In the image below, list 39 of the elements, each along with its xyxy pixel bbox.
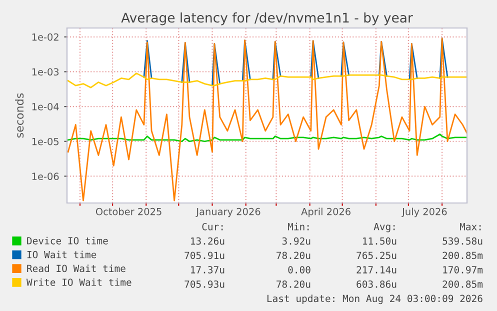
legend-label: Device IO time <box>27 236 108 244</box>
text: Min: <box>288 222 309 230</box>
line-series <box>67 134 467 142</box>
text: 539.58u <box>442 237 482 245</box>
x-tick-label: July 2026 <box>402 208 447 218</box>
line-series <box>67 72 467 88</box>
x-tick-label: April 2026 <box>301 208 350 218</box>
text: Max: <box>460 223 481 230</box>
y-tick-label: 1e-04 <box>32 103 59 110</box>
text: 13.26u <box>191 237 224 245</box>
text: 705.93u <box>184 280 224 288</box>
text: 217.14u <box>356 266 396 274</box>
legend-label: Write IO Wait time <box>26 278 132 286</box>
text: 705.91u <box>184 252 224 260</box>
text: Cur: <box>202 222 223 230</box>
text: 0.00 <box>288 266 310 274</box>
text: 17.37u <box>191 266 224 274</box>
text: 200.85m <box>442 252 483 260</box>
y-tick-label: 1e-06 <box>32 172 59 180</box>
y-tick-label: 1e-03 <box>32 68 59 76</box>
text: 3.92u <box>282 237 310 245</box>
chart-title: Average latency for /dev/nvme1n1 - by year <box>121 12 413 26</box>
text: Avg: <box>374 223 395 232</box>
x-tick-label: January 2026 <box>196 208 260 218</box>
text: 78.20u <box>276 280 310 288</box>
y-tick-label: 1e-05 <box>32 138 59 146</box>
line-series <box>67 38 467 202</box>
text: 170.97m <box>443 266 483 274</box>
text: 78.20u <box>276 252 310 260</box>
legend-label: Read IO Wait time <box>27 264 126 272</box>
text: 765.25u <box>356 252 396 260</box>
text: 11.50u <box>363 237 396 245</box>
text: 603.86u <box>356 280 396 288</box>
legend-label: IO Wait time <box>27 250 96 258</box>
x-tick-label: October 2025 <box>96 208 162 216</box>
text: Last update: Mon Aug 24 03:00:09 2026 <box>267 294 482 304</box>
y-tick-label: 1e-02 <box>32 33 58 41</box>
y-axis-title: seconds <box>15 93 24 138</box>
text: 200.85m <box>442 280 483 288</box>
